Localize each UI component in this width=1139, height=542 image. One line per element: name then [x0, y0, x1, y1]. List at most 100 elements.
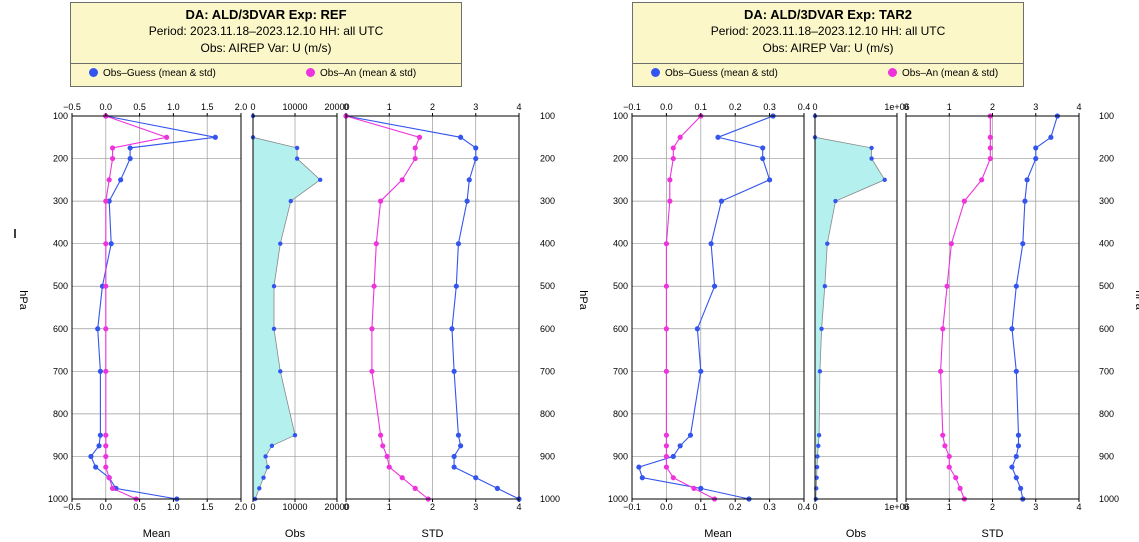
x-tick-label-top: 0.0 [100, 102, 113, 112]
obs-count-point [815, 454, 820, 459]
x-tick-label-top: 4 [516, 102, 521, 112]
an-mean-point [670, 475, 676, 481]
y-tick-label-right: 300 [540, 196, 555, 206]
obs-count-point [822, 284, 828, 289]
obs-count-area [814, 116, 886, 500]
an-mean-point [677, 134, 683, 140]
header-period: Period: 2023.11.18–2023.12.10 HH: all UT… [710, 24, 946, 38]
guess-mean-point [760, 155, 766, 162]
x-tick-label-top: 0 [903, 102, 908, 112]
x-tick-label-top: 0 [250, 102, 255, 112]
x-tick-label-top: 2 [990, 102, 995, 112]
guess-mean-point [670, 453, 676, 460]
an-std-point [380, 443, 386, 449]
x-tick-label-top: 0 [343, 102, 348, 112]
legend-an-label: Obs–An (mean & std) [320, 68, 417, 79]
an-mean-line [105, 115, 169, 500]
an-std-point [378, 198, 384, 204]
guess-mean-point [212, 134, 218, 140]
guess-mean-point [711, 283, 718, 289]
x-tick-label-top: 3 [473, 102, 478, 112]
y-tick-label-left: 800 [613, 409, 628, 419]
y-tick-label-right: 700 [540, 366, 555, 376]
an-std-point [946, 464, 952, 470]
guess-mean-point [677, 443, 683, 449]
guess-mean-line [90, 115, 216, 500]
y-tick-label-right: 300 [1099, 196, 1114, 206]
an-mean-point [663, 453, 670, 460]
an-std-point [412, 155, 418, 162]
an-std-point [957, 485, 963, 491]
an-std-point [944, 283, 950, 289]
x-tick-label-top: 2.0 [235, 102, 248, 112]
guess-mean-point [97, 368, 103, 374]
obs-count-point [816, 443, 821, 449]
x-tick-label-top: 10000 [282, 102, 307, 112]
guess-mean-point [95, 326, 101, 332]
an-mean-point [106, 177, 112, 183]
an-mean-point [103, 368, 109, 374]
x-tick-label-bottom: 1.0 [167, 502, 180, 512]
guess-mean-point [93, 464, 99, 470]
guess-std-point [1033, 145, 1039, 151]
obs-count-point [814, 475, 819, 480]
subplot-frame [631, 115, 805, 500]
an-mean-point [103, 443, 109, 449]
x-axis-label: Mean [704, 528, 732, 540]
guess-mean-point [760, 145, 766, 151]
an-std-point [412, 485, 418, 491]
an-std-point [373, 241, 379, 247]
an-std-point [399, 475, 405, 481]
an-mean-point [109, 145, 116, 151]
header-box-ref: DA: ALD/3DVAR Exp: REF Period: 2023.11.1… [70, 2, 462, 87]
an-mean-point [663, 368, 670, 374]
guess-std-point [1009, 326, 1015, 332]
obs-count-point [292, 432, 298, 438]
an-mean-point [103, 432, 109, 438]
x-tick-label-bottom: 0 [343, 502, 348, 512]
x-tick-label-top: 0.1 [695, 102, 708, 112]
an-mean-point [164, 134, 170, 140]
guess-mean-point [708, 241, 714, 247]
an-std-line [345, 115, 429, 500]
guess-mean-point [698, 485, 704, 491]
guess-std-point [1024, 177, 1030, 183]
y-tick-label-right: 600 [1099, 324, 1114, 334]
y-tick-label-right: 200 [1099, 154, 1114, 164]
y-tick-label-left: 900 [53, 451, 68, 461]
y-tick-label-left: 700 [53, 366, 68, 376]
guess-mean-point [718, 198, 725, 204]
guess-std-point [1015, 443, 1022, 449]
guess-std-point [1048, 134, 1054, 140]
y-tick-label-left: 1000 [608, 494, 628, 504]
obs-count-point [294, 145, 300, 151]
guess-mean-point [687, 432, 694, 438]
x-tick-label-bottom: 2 [990, 502, 995, 512]
y-tick-label-right: 1000 [540, 494, 560, 504]
x-tick-label-bottom: 0 [903, 502, 908, 512]
guess-mean-point [96, 443, 102, 449]
guess-std-point [1015, 432, 1022, 438]
guess-std-point [473, 155, 479, 162]
x-tick-label-bottom: 1e+06 [884, 502, 909, 512]
x-axis-label: STD [422, 528, 444, 540]
an-mean-point [670, 155, 676, 162]
obs-count-point [261, 475, 266, 480]
x-tick-label-top: 1.5 [201, 102, 214, 112]
y-tick-label-right: 900 [1099, 451, 1114, 461]
y-tick-label-left: 100 [53, 111, 68, 121]
guess-std-point [494, 485, 500, 491]
an-mean-point [106, 475, 112, 481]
an-std-point [386, 464, 392, 470]
an-mean-line [665, 115, 715, 500]
an-std-point [948, 241, 955, 247]
y-tick-label-right: 500 [1099, 281, 1114, 291]
obs-count-point [278, 241, 283, 246]
guess-mean-point [694, 326, 700, 332]
an-std-point [938, 368, 944, 374]
x-tick-label-top: 3 [1033, 102, 1038, 112]
an-std-point [987, 155, 993, 162]
legend-an: Obs–An (mean & std) [306, 68, 416, 79]
y-tick-label-left: 400 [613, 239, 628, 249]
